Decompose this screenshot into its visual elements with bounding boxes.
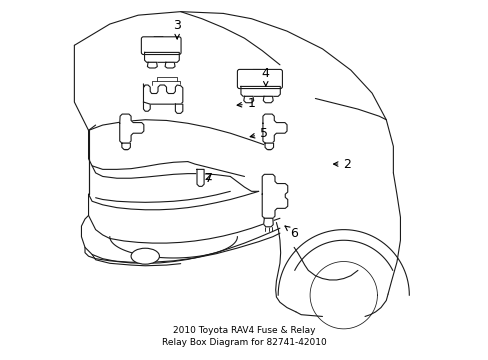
- Polygon shape: [241, 86, 280, 96]
- Polygon shape: [244, 96, 253, 103]
- Text: 1: 1: [237, 97, 255, 110]
- Text: 2010 Toyota RAV4 Fuse & Relay
Relay Box Diagram for 82741-42010: 2010 Toyota RAV4 Fuse & Relay Relay Box …: [162, 327, 326, 347]
- Text: 5: 5: [250, 127, 267, 140]
- Polygon shape: [264, 143, 273, 149]
- Polygon shape: [147, 62, 157, 68]
- Polygon shape: [263, 96, 273, 103]
- FancyBboxPatch shape: [141, 37, 181, 54]
- Polygon shape: [262, 174, 287, 218]
- Text: 3: 3: [173, 19, 181, 39]
- FancyBboxPatch shape: [237, 69, 282, 89]
- Polygon shape: [143, 102, 150, 111]
- Polygon shape: [122, 143, 130, 149]
- Text: 6: 6: [285, 226, 298, 240]
- Polygon shape: [144, 53, 179, 62]
- Text: 7: 7: [204, 172, 213, 185]
- Text: 4: 4: [261, 67, 269, 86]
- Polygon shape: [263, 218, 273, 227]
- Text: 2: 2: [333, 158, 350, 171]
- Ellipse shape: [131, 248, 159, 264]
- Polygon shape: [175, 104, 183, 113]
- Polygon shape: [120, 114, 143, 143]
- Polygon shape: [263, 114, 286, 143]
- Polygon shape: [197, 169, 203, 186]
- Polygon shape: [165, 62, 175, 68]
- Polygon shape: [143, 84, 183, 104]
